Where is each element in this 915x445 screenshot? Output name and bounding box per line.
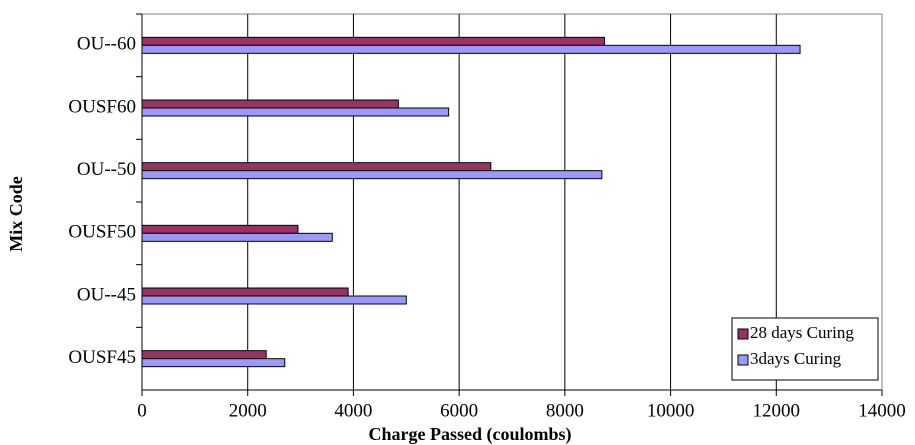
- bar: [141, 170, 603, 180]
- legend-label: 3days Curing: [750, 349, 842, 368]
- x-tick-label: 10000: [647, 400, 695, 421]
- bar: [141, 295, 407, 305]
- bar: [141, 99, 399, 109]
- legend-label: 28 days Curing: [750, 323, 854, 342]
- y-tick-label: OUSF50: [68, 222, 136, 243]
- x-tick-label: 12000: [753, 400, 801, 421]
- x-tick-label: 6000: [440, 400, 478, 421]
- bar: [141, 224, 299, 234]
- x-tick-label: 8000: [546, 400, 584, 421]
- bar: [141, 44, 801, 54]
- y-tick-label: OU--50: [77, 159, 136, 180]
- x-tick-label: 14000: [858, 400, 906, 421]
- legend-swatch: [737, 328, 749, 340]
- y-tick-label: OUSF45: [68, 347, 136, 368]
- x-tick-label: 4000: [334, 400, 372, 421]
- x-tick-label: 0: [137, 400, 147, 421]
- legend-swatch: [737, 354, 749, 366]
- x-axis-title: Charge Passed (coulombs): [369, 424, 572, 445]
- bar: [141, 232, 333, 242]
- legend-box: [731, 317, 879, 381]
- bar: [141, 287, 349, 297]
- y-tick-label: OU--60: [77, 34, 136, 55]
- bar: [141, 358, 286, 368]
- bar: [141, 36, 605, 46]
- bar: [141, 162, 492, 172]
- y-tick-label: OU--45: [77, 284, 136, 305]
- y-axis-title: Mix Code: [6, 176, 26, 252]
- y-tick-label: OUSF60: [68, 96, 136, 117]
- bar: [141, 350, 267, 360]
- bar: [141, 107, 450, 117]
- x-tick-label: 2000: [229, 400, 267, 421]
